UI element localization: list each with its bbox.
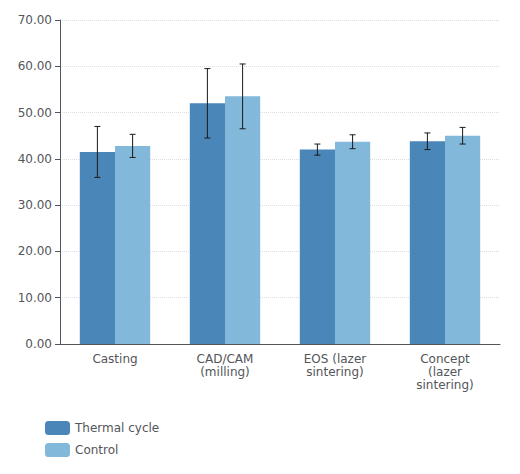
svg-text:Control: Control [75, 443, 118, 457]
svg-text:0.00: 0.00 [25, 337, 52, 351]
svg-text:30.00: 30.00 [18, 198, 52, 212]
svg-text:(milling): (milling) [200, 365, 250, 379]
svg-text:50.00: 50.00 [18, 106, 52, 120]
svg-text:Thermal cycle: Thermal cycle [74, 421, 159, 435]
svg-text:10.00: 10.00 [18, 291, 52, 305]
svg-text:60.00: 60.00 [18, 59, 52, 73]
svg-text:(lazer: (lazer [428, 365, 462, 379]
svg-text:EOS (lazer: EOS (lazer [304, 352, 367, 366]
svg-text:CAD/CAM: CAD/CAM [197, 352, 254, 366]
svg-text:40.00: 40.00 [18, 152, 52, 166]
svg-text:sintering): sintering) [306, 365, 363, 379]
svg-text:70.00: 70.00 [18, 13, 52, 27]
svg-text:20.00: 20.00 [18, 244, 52, 258]
svg-text:Concept: Concept [420, 352, 470, 366]
svg-text:Casting: Casting [92, 352, 137, 366]
svg-text:sintering): sintering) [416, 378, 473, 392]
